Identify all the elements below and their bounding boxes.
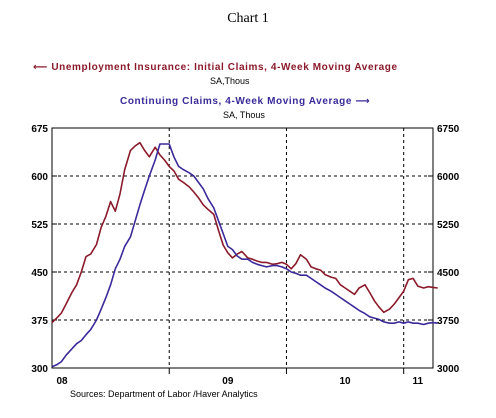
legend-continuing-label: Continuing Claims, 4-Week Moving Average xyxy=(120,96,352,107)
continuing-claims-line xyxy=(51,143,438,368)
y-right-tick-label: 3000 xyxy=(437,364,460,375)
right-arrow-icon: ⟶ xyxy=(355,96,371,107)
initial-claims-line xyxy=(51,141,438,324)
y-right-tick-label: 5250 xyxy=(437,220,460,231)
x-tick-label: 10 xyxy=(340,376,352,387)
y-left-tick-label: 675 xyxy=(31,124,48,135)
axis-ticks: 675 600 525 450 375 300 6750 6000 5250 4500 3750 30… xyxy=(31,124,459,387)
y-left-tick-label: 300 xyxy=(31,364,48,375)
chart-title: Chart 1 xyxy=(227,11,269,26)
legend-continuing-unit: SA, Thous xyxy=(223,110,265,120)
y-right-tick-label: 4500 xyxy=(437,268,460,279)
left-arrow-icon: ⟵ xyxy=(33,62,48,73)
legend-initial-unit: SA,Thous xyxy=(210,76,250,86)
y-right-tick-label: 6000 xyxy=(437,172,460,183)
y-left-tick-label: 450 xyxy=(31,268,48,279)
legend-continuing-claims: Continuing Claims, 4-Week Moving Average… xyxy=(120,96,370,107)
grid-lines xyxy=(52,128,433,368)
y-left-tick-label: 600 xyxy=(31,172,48,183)
plot-frame xyxy=(51,127,434,369)
y-left-tick-label: 525 xyxy=(31,220,48,231)
x-tick-label: 11 xyxy=(412,376,423,387)
y-right-tick-label: 3750 xyxy=(437,316,460,327)
x-tick-label: 08 xyxy=(56,376,68,387)
y-left-tick-label: 375 xyxy=(31,316,48,327)
source-note: Sources: Department of Labor /Haver Anal… xyxy=(70,389,258,399)
legend-initial-claims: ⟵ Unemployment Insurance: Initial Claims… xyxy=(33,62,398,73)
series-lines xyxy=(51,141,438,368)
x-tick-label: 09 xyxy=(222,376,234,387)
legend-initial-label: Unemployment Insurance: Initial Claims, … xyxy=(51,62,398,73)
y-right-tick-label: 6750 xyxy=(437,124,460,135)
